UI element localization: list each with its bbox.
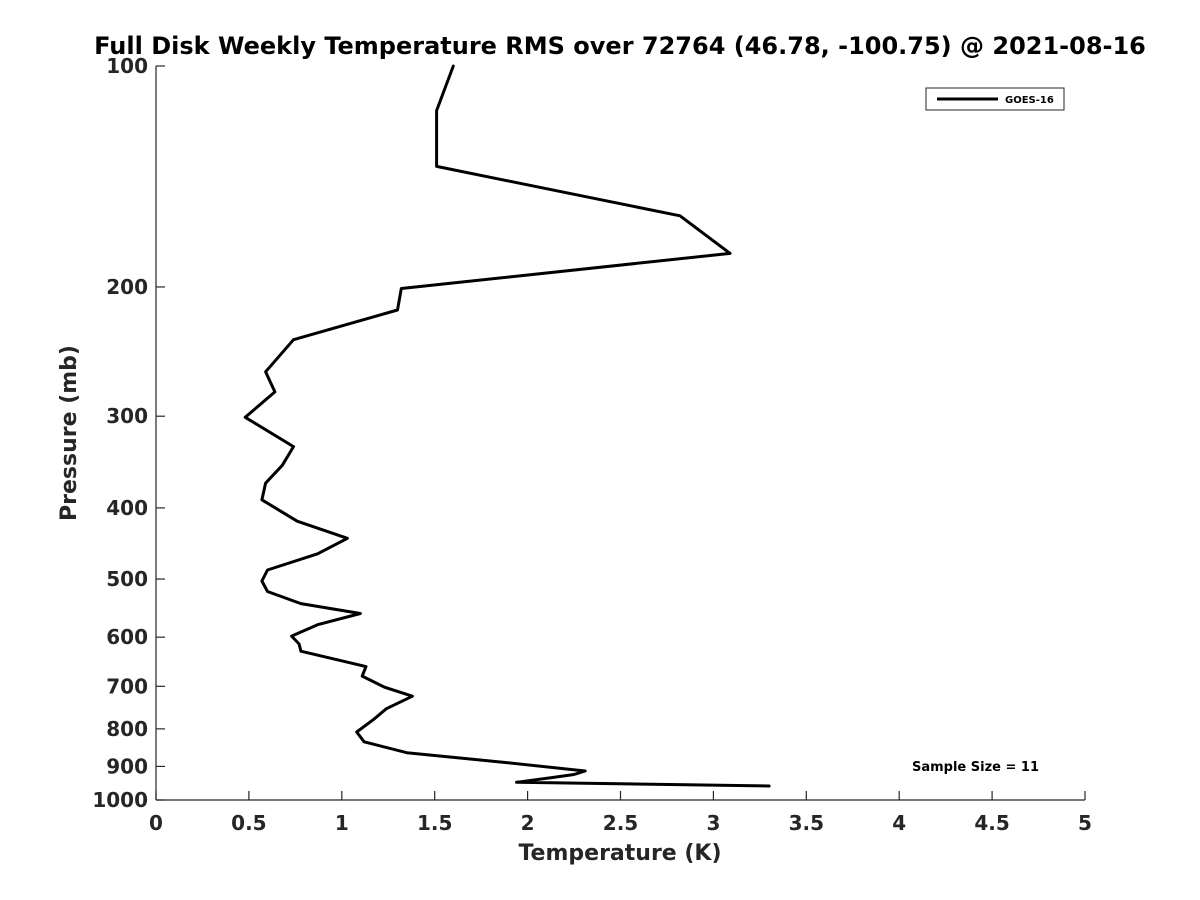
y-axis-ticks: 100 200 300 400 500 600 700 800 900 1000 <box>92 54 165 812</box>
series-line-goes-16 <box>243 64 771 788</box>
y-tick-label: 300 <box>106 404 148 428</box>
x-tick-label: 1 <box>335 811 349 835</box>
y-tick-label: 600 <box>106 625 148 649</box>
x-tick-label: 0 <box>149 811 163 835</box>
y-tick-label: 500 <box>106 567 148 591</box>
x-tick-label: 2.5 <box>603 811 638 835</box>
y-tick-label: 700 <box>106 674 148 698</box>
legend: GOES-16 <box>925 87 1065 111</box>
y-tick-label: 900 <box>106 754 148 778</box>
x-tick-label: 3.5 <box>789 811 824 835</box>
x-tick-label: 5 <box>1078 811 1092 835</box>
sample-size-annotation: Sample Size = 11 <box>912 760 1039 775</box>
x-tick-label: 2 <box>521 811 535 835</box>
plot-area <box>155 66 1085 801</box>
y-axis-label: Pressure (mb) <box>57 345 82 521</box>
y-tick-label: 200 <box>106 275 148 299</box>
chart-title: Full Disk Weekly Temperature RMS over 72… <box>94 32 1146 60</box>
x-axis-ticks: 0 0.5 1 1.5 2 2.5 3 3.5 4 4.5 5 <box>149 791 1092 835</box>
x-tick-label: 0.5 <box>231 811 266 835</box>
x-axis-label: Temperature (K) <box>518 841 721 866</box>
y-tick-label: 400 <box>106 496 148 520</box>
x-tick-label: 3 <box>706 811 720 835</box>
x-tick-label: 4 <box>892 811 906 835</box>
x-tick-label: 1.5 <box>417 811 452 835</box>
y-tick-label: 800 <box>106 717 148 741</box>
legend-label: GOES-16 <box>1005 95 1054 106</box>
y-tick-label: 100 <box>106 54 148 78</box>
y-tick-label: 1000 <box>92 788 148 812</box>
x-tick-label: 4.5 <box>974 811 1009 835</box>
